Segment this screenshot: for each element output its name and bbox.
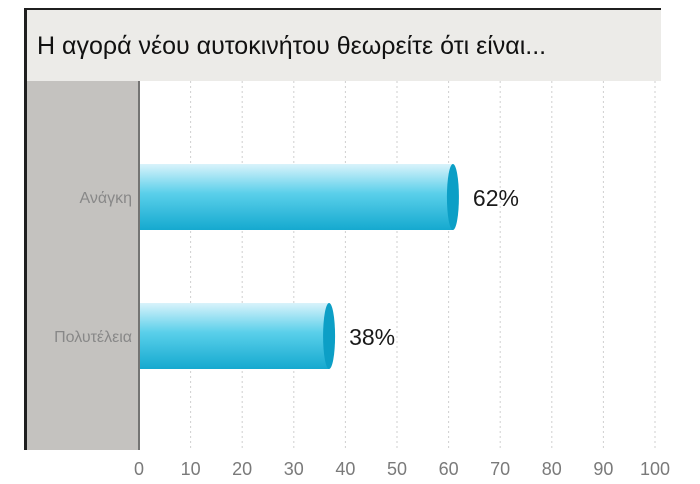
x-tick-label-40: 40 [335,459,355,479]
frame-top-border [24,8,661,10]
label-layer: 62% Ανάγκη 38% Πολυτέλεια [54,185,519,350]
category-label-1: Ανάγκη [79,190,132,207]
chart-title: Η αγορά νέου αυτοκινήτου θεωρείτε ότι εί… [37,32,546,60]
bar-end-cap-1 [446,164,459,230]
category-label-2: Πολυτέλεια [54,329,132,346]
x-tick-label-100: 100 [640,459,670,479]
x-tick-label-0: 0 [134,459,144,479]
bar-2 [140,303,330,369]
bar-value-label-1: 62% [473,185,519,211]
bar-end-cap-2 [323,303,336,369]
bar-layer [140,164,459,369]
x-tick-layer: 0 10 20 30 40 50 60 70 80 90 100 [134,459,670,479]
grid-layer [190,81,656,450]
bar-1 [140,164,453,230]
plot-area [140,81,661,450]
x-tick-label-50: 50 [387,459,407,479]
x-tick-label-20: 20 [232,459,252,479]
x-tick-label-90: 90 [593,459,613,479]
x-tick-label-70: 70 [490,459,510,479]
x-tick-label-80: 80 [542,459,562,479]
bar-value-label-2: 38% [349,324,395,350]
x-tick-label-10: 10 [181,459,201,479]
title-band [27,10,661,81]
frame-left-border [24,8,27,450]
x-tick-label-60: 60 [439,459,459,479]
x-tick-label-30: 30 [284,459,304,479]
